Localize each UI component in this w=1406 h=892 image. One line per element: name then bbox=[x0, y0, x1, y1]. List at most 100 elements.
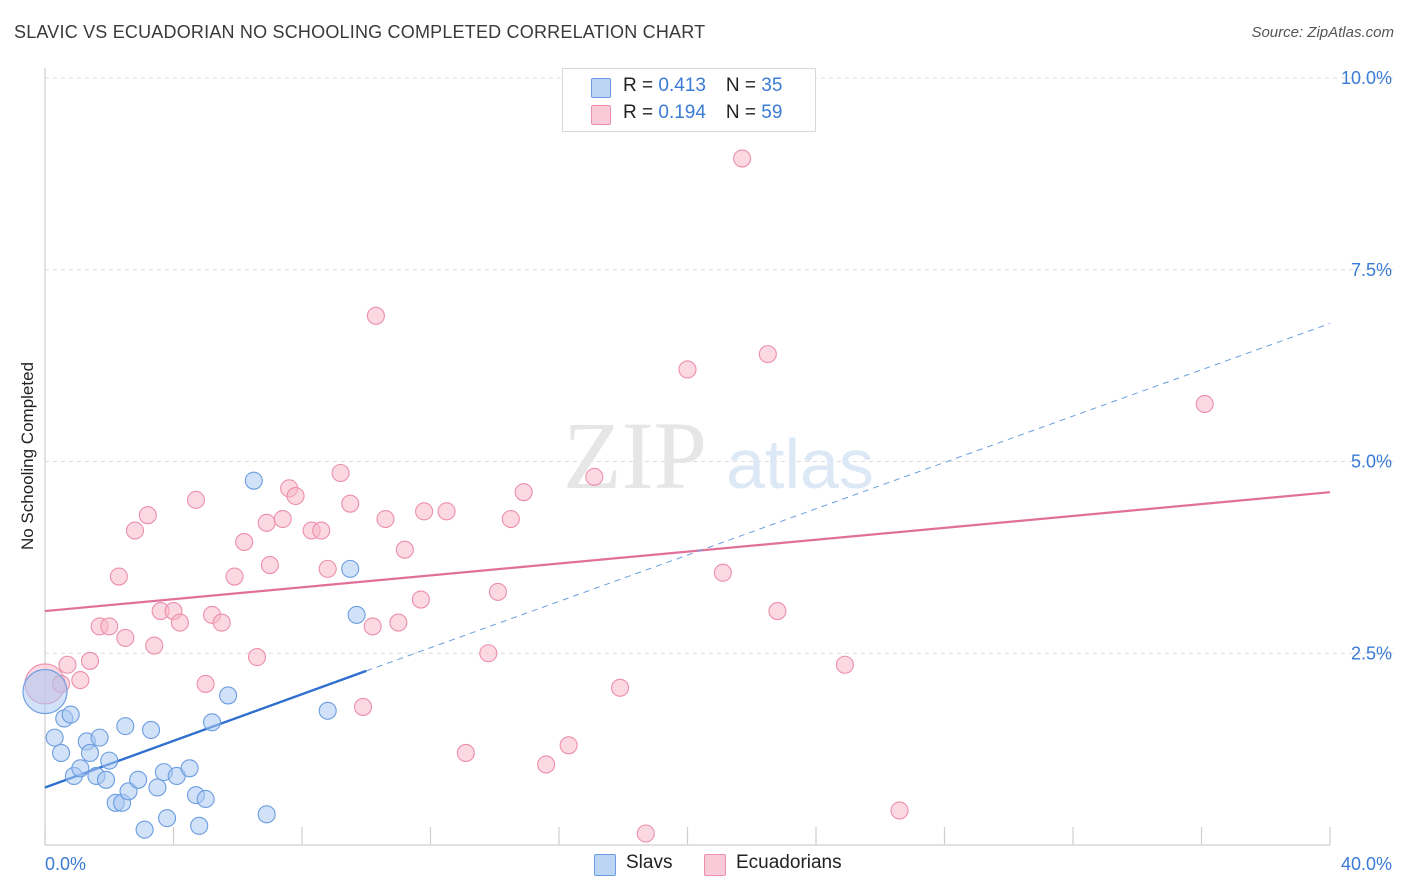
axes bbox=[44, 68, 1331, 846]
slavic-point-11 bbox=[96, 770, 116, 789]
ecuadorian-point-57 bbox=[890, 801, 909, 820]
slavic-point-31 bbox=[257, 805, 276, 824]
y-tick-label-0: 2.5% bbox=[1351, 643, 1392, 663]
slavic-point-0 bbox=[22, 669, 68, 715]
ecuadorian-point-31 bbox=[341, 494, 360, 513]
y-axis-label: No Schooling Completed bbox=[18, 361, 37, 551]
ecuadorian-point-2 bbox=[58, 655, 77, 674]
ecuadorian-point-9 bbox=[125, 521, 144, 540]
ecuadorian-point-15 bbox=[186, 490, 206, 509]
ecuadorian-point-40 bbox=[437, 502, 456, 521]
ecuadorian-point-10 bbox=[138, 506, 157, 525]
slavic-point-19 bbox=[141, 720, 161, 740]
ecuadorians-r-label: R = bbox=[623, 102, 659, 123]
ecuadorian-point-58 bbox=[1195, 394, 1214, 414]
correlation-legend: R = 0.413 N = 35 R = 0.194 N = 59 bbox=[562, 68, 816, 132]
slavic-trend-extrapolation bbox=[366, 322, 1331, 672]
ecuadorian-point-54 bbox=[758, 345, 777, 364]
ecuadorian-point-8 bbox=[116, 628, 135, 647]
ecuadorian-point-4 bbox=[80, 651, 100, 670]
bottom-slavs-swatch bbox=[594, 854, 616, 876]
slavic-points bbox=[22, 471, 366, 839]
watermark: ZIP atlas bbox=[563, 402, 874, 509]
slavic-point-2 bbox=[52, 743, 71, 763]
ecuadorian-point-22 bbox=[257, 513, 276, 532]
y-tick-label-3: 10.0% bbox=[1341, 68, 1392, 88]
slavic-point-30 bbox=[244, 471, 263, 490]
slavic-point-29 bbox=[219, 686, 238, 705]
ecuadorian-point-18 bbox=[212, 613, 231, 632]
bottom-ecuadorians-label: Ecuadorians bbox=[736, 852, 842, 873]
slavic-point-20 bbox=[148, 778, 167, 797]
y-tick-label-1: 5.0% bbox=[1351, 452, 1392, 472]
slavic-point-10 bbox=[90, 728, 109, 747]
ecuadorian-point-49 bbox=[610, 678, 630, 697]
ecuadorian-point-28 bbox=[312, 521, 331, 540]
ecuadorian-point-21 bbox=[247, 648, 267, 667]
ecuadorian-point-43 bbox=[488, 582, 508, 601]
slavic-point-16 bbox=[116, 717, 135, 736]
watermark-zip: ZIP bbox=[563, 402, 707, 509]
slavs-r-label: R = bbox=[623, 75, 659, 96]
ecuadorian-point-34 bbox=[366, 306, 385, 325]
x-tick-label-max: 40.0% bbox=[1341, 854, 1392, 874]
ecuadorian-point-53 bbox=[733, 149, 752, 168]
ecuadorian-point-23 bbox=[260, 555, 279, 575]
ecuadorian-point-14 bbox=[170, 613, 189, 632]
trend-lines bbox=[44, 322, 1331, 789]
ecuadorian-point-55 bbox=[768, 602, 787, 621]
slavic-point-32 bbox=[318, 701, 337, 720]
ecuadorians-n-label: N = bbox=[725, 102, 762, 123]
ecuadorian-point-24 bbox=[273, 509, 292, 529]
x-tick-label-min: 0.0% bbox=[45, 854, 86, 874]
ecuadorian-point-11 bbox=[145, 636, 164, 655]
slavic-point-33 bbox=[341, 559, 360, 578]
ecuadorian-point-37 bbox=[395, 540, 414, 559]
bottom-ecuadorians-swatch bbox=[704, 854, 726, 876]
ecuadorian-point-30 bbox=[331, 463, 350, 483]
slavs-n-value: 35 bbox=[761, 75, 783, 96]
ecuadorian-point-16 bbox=[196, 674, 215, 693]
ecuadorian-point-33 bbox=[363, 617, 382, 636]
slavic-point-24 bbox=[180, 759, 199, 778]
ecuadorian-point-6 bbox=[100, 617, 119, 636]
ecuadorian-point-44 bbox=[501, 509, 520, 529]
ecuadorian-point-38 bbox=[411, 590, 430, 609]
ecuadorians-n-value: 59 bbox=[761, 102, 783, 123]
ecuadorian-point-19 bbox=[225, 567, 244, 586]
slavs-swatch bbox=[591, 78, 611, 98]
watermark-atlas: atlas bbox=[726, 425, 874, 503]
chart-title: SLAVIC VS ECUADORIAN NO SCHOOLING COMPLE… bbox=[14, 22, 706, 42]
ecuadorian-point-29 bbox=[318, 559, 337, 578]
ecuadorian-point-26 bbox=[286, 486, 305, 506]
ecuadorian-point-56 bbox=[835, 655, 854, 674]
ecuadorian-point-20 bbox=[235, 532, 254, 552]
ecuadorian-point-52 bbox=[713, 563, 732, 582]
slavic-point-18 bbox=[135, 820, 154, 839]
slavic-point-6 bbox=[71, 759, 90, 778]
slavic-point-1 bbox=[45, 728, 64, 747]
slavic-point-8 bbox=[80, 743, 100, 763]
bottom-slavs-label: Slavs bbox=[626, 852, 673, 873]
ecuadorian-point-7 bbox=[109, 567, 128, 586]
slavic-point-22 bbox=[158, 809, 177, 828]
tick-labels: 2.5% 5.0% 7.5% 10.0% 0.0% 40.0% bbox=[45, 68, 1392, 874]
slavs-r-value: 0.413 bbox=[658, 75, 706, 96]
slavic-point-4 bbox=[61, 705, 80, 724]
ecuadorians-swatch bbox=[591, 105, 611, 125]
slavic-point-26 bbox=[190, 816, 209, 835]
ecuadorian-point-45 bbox=[514, 483, 533, 502]
y-tick-label-2: 7.5% bbox=[1351, 260, 1392, 280]
source-label: Source: ZipAtlas.com bbox=[1251, 24, 1394, 41]
ecuadorian-trend-line bbox=[44, 491, 1331, 613]
ecuadorian-point-46 bbox=[537, 755, 556, 774]
ecuadorian-point-47 bbox=[559, 736, 578, 755]
ecuadorians-r-value: 0.194 bbox=[658, 102, 706, 123]
ecuadorian-point-36 bbox=[389, 613, 408, 632]
ecuadorian-point-51 bbox=[678, 360, 697, 379]
ecuadorian-point-32 bbox=[353, 697, 373, 716]
slavic-point-27 bbox=[196, 789, 215, 809]
slavic-point-28 bbox=[203, 713, 222, 732]
ecuadorian-point-35 bbox=[376, 509, 395, 529]
